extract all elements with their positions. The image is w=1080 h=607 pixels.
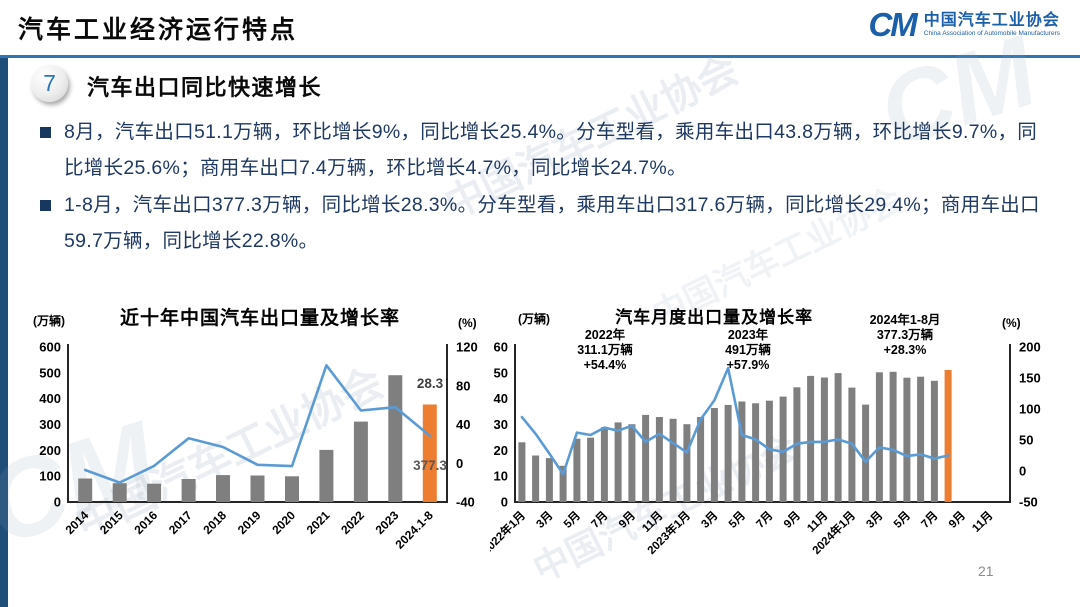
svg-text:2022: 2022 — [338, 508, 367, 537]
svg-text:2019: 2019 — [235, 508, 264, 537]
svg-text:11月: 11月 — [805, 509, 831, 535]
annotation-line: 2024年1-8月 — [869, 313, 941, 327]
svg-text:2016: 2016 — [131, 508, 160, 537]
svg-text:60: 60 — [494, 340, 508, 355]
svg-text:120: 120 — [456, 340, 478, 355]
bullet-text: 8月，汽车出口51.1万辆，环比增长9%，同比增长25.4%。分车型看，乘用车出… — [64, 121, 1038, 180]
annotation-2024-volume: 377.3 — [413, 458, 447, 473]
bullet-item: 1-8月，汽车出口377.3万辆，同比增长28.3%。分车型看，乘用车出口317… — [40, 187, 1052, 260]
svg-text:2021: 2021 — [304, 508, 333, 537]
svg-text:11月: 11月 — [970, 509, 996, 535]
svg-text:100: 100 — [1019, 402, 1041, 417]
section-number-badge: 7 — [31, 65, 68, 102]
section-title: 汽车出口同比快速增长 — [87, 75, 323, 100]
svg-text:7月: 7月 — [589, 509, 611, 531]
chart-title: 汽车月度出口量及增长率 — [615, 308, 814, 327]
svg-text:40: 40 — [456, 417, 470, 432]
annotation-line: 377.3万辆 — [876, 328, 934, 342]
svg-text:2017: 2017 — [166, 508, 195, 537]
annotation-line: +57.9% — [726, 358, 770, 372]
svg-text:2023: 2023 — [373, 508, 402, 537]
svg-text:400: 400 — [39, 391, 61, 406]
annotation-line: +54.4% — [583, 358, 627, 372]
svg-text:3月: 3月 — [699, 509, 721, 531]
svg-text:-40: -40 — [456, 495, 475, 510]
svg-text:2020: 2020 — [269, 508, 298, 537]
svg-text:5月: 5月 — [726, 509, 748, 531]
svg-text:3月: 3月 — [864, 509, 886, 531]
svg-text:40: 40 — [494, 391, 508, 406]
annotation-2024-growth: 28.3 — [416, 376, 444, 391]
right-axis-unit: (%) — [458, 316, 477, 330]
annotation-2022-total: 2022年 311.1万辆 +54.4% — [540, 328, 670, 373]
svg-text:0: 0 — [54, 495, 61, 510]
svg-text:50: 50 — [1019, 433, 1033, 448]
annotation-line: 2023年 — [727, 328, 769, 342]
svg-text:2014: 2014 — [63, 508, 92, 537]
caam-logo: CM 中国汽车工业协会 China Association of Automob… — [868, 8, 1060, 41]
caam-logo-name-cn: 中国汽车工业协会 — [923, 11, 1060, 29]
svg-text:11月: 11月 — [640, 509, 666, 535]
svg-text:10: 10 — [494, 469, 508, 484]
svg-text:100: 100 — [39, 469, 61, 484]
annotation-line: 491万辆 — [725, 343, 771, 357]
svg-text:-50: -50 — [1019, 495, 1038, 510]
svg-text:7月: 7月 — [919, 509, 941, 531]
caam-logo-text: 中国汽车工业协会 China Association of Automobile… — [924, 12, 1060, 38]
bullet-marker-icon — [40, 127, 51, 138]
annotation-line: 311.1万辆 — [577, 343, 633, 357]
svg-text:2018: 2018 — [200, 508, 229, 537]
svg-text:2015: 2015 — [97, 508, 126, 537]
caam-logo-name-en: China Association of Automobile Manufact… — [923, 29, 1060, 37]
svg-text:600: 600 — [39, 340, 61, 355]
left-axis-unit: (万辆) — [33, 314, 65, 328]
svg-text:150: 150 — [1019, 371, 1041, 386]
bullet-marker-icon — [40, 199, 51, 211]
svg-text:300: 300 — [39, 417, 61, 432]
svg-text:30: 30 — [494, 417, 508, 432]
svg-text:7月: 7月 — [754, 509, 776, 531]
svg-text:80: 80 — [456, 378, 470, 393]
left-accent-bar — [0, 58, 8, 607]
svg-text:2022年1月: 2022年1月 — [490, 508, 528, 557]
annotation-2023-total: 2023年 491万辆 +57.9% — [683, 328, 813, 373]
svg-text:0: 0 — [1019, 464, 1026, 479]
svg-text:50: 50 — [494, 365, 508, 380]
svg-text:2024.1-8: 2024.1-8 — [392, 508, 436, 552]
svg-text:9月: 9月 — [616, 509, 638, 531]
bullet-item: 8月，汽车出口51.1万辆，环比增长9%，同比增长25.4%。分车型看，乘用车出… — [40, 114, 1052, 187]
svg-text:500: 500 — [39, 365, 61, 380]
caam-logo-icon: CM — [868, 6, 917, 43]
page-number: 21 — [978, 563, 994, 579]
svg-text:5月: 5月 — [891, 509, 913, 531]
svg-text:200: 200 — [1019, 340, 1041, 355]
header-divider — [0, 55, 1080, 58]
svg-text:200: 200 — [39, 443, 61, 458]
left-axis-unit: (万辆) — [518, 312, 550, 326]
page-title: 汽车工业经济运行特点 — [18, 16, 299, 44]
svg-text:9月: 9月 — [946, 509, 968, 531]
bullet-list: 8月，汽车出口51.1万辆，环比增长9%，同比增长25.4%。分车型看，乘用车出… — [40, 114, 1052, 259]
svg-text:5月: 5月 — [561, 509, 583, 531]
annotation-line: +28.3% — [883, 343, 927, 357]
svg-text:0: 0 — [501, 495, 508, 510]
annotation-2024-total: 2024年1-8月 377.3万辆 +28.3% — [840, 313, 970, 358]
svg-text:20: 20 — [494, 443, 508, 458]
chart-monthly-exports: (万辆) 汽车月度出口量及增长率 (%) 0 10 20 30 40 50 60 -50 0 50… — [490, 298, 1080, 598]
chart-decade-exports: (万辆) 近十年中国汽车出口量及增长率 (%) 0 100 200 300 400 500… — [25, 298, 495, 598]
right-axis-unit: (%) — [1002, 316, 1021, 330]
svg-text:3月: 3月 — [534, 509, 556, 531]
annotation-line: 2022年 — [584, 328, 626, 342]
svg-text:9月: 9月 — [781, 509, 803, 531]
bullet-text: 1-8月，汽车出口377.3万辆，同比增长28.3%。分车型看，乘用车出口317… — [64, 193, 1040, 252]
svg-text:0: 0 — [456, 456, 463, 471]
chart-title: 近十年中国汽车出口量及增长率 — [119, 308, 400, 329]
